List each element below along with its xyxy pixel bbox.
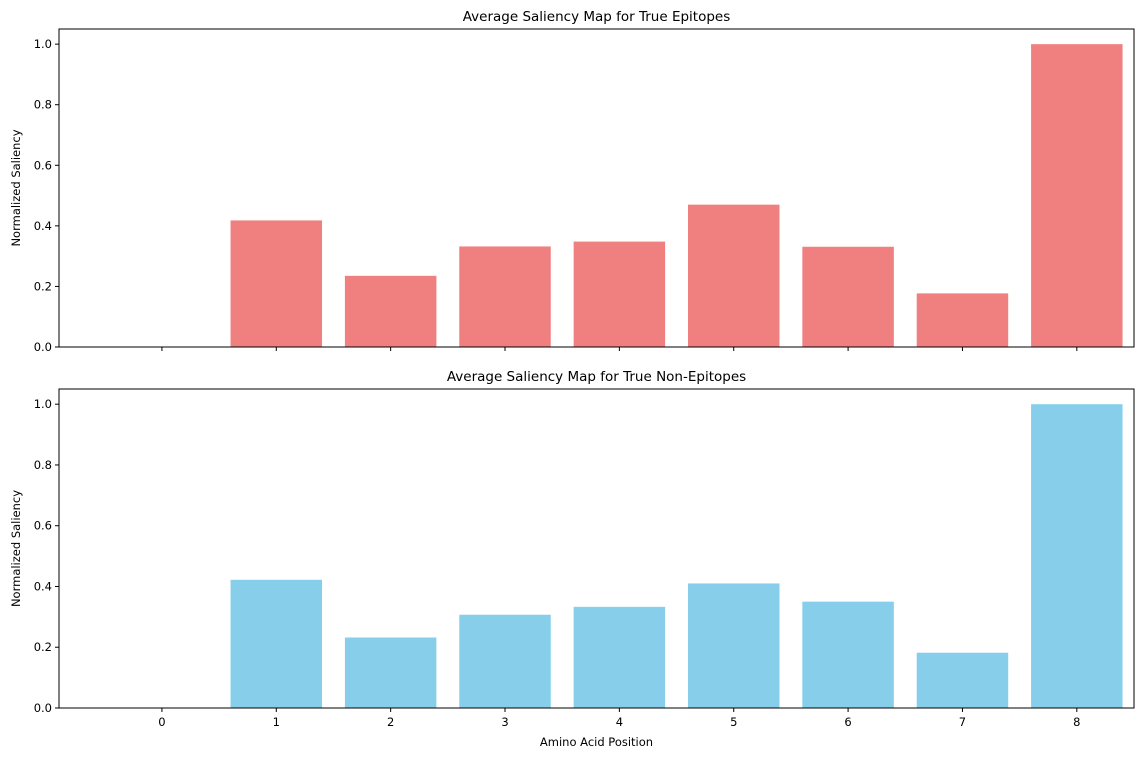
y-tick-label: 0.8 (34, 458, 52, 472)
x-tick-label: 7 (959, 715, 966, 729)
y-axis-label: Normalized Saliency (9, 490, 23, 607)
x-tick-label: 3 (501, 715, 508, 729)
bar-position-7 (916, 293, 1009, 347)
x-tick-label: 1 (273, 715, 280, 729)
chart-title: Average Saliency Map for True Epitopes (463, 9, 731, 25)
non-epitopes-panel: 0.0 0.2 0.4 0.6 0.8 1.0 0 1 2 3 4 5 6 7 8 Average Salie… (9, 369, 1135, 749)
y-tick-label: 0.0 (34, 340, 52, 354)
bar-position-8 (1031, 44, 1123, 348)
bar-position-1 (230, 220, 323, 347)
epitopes-panel: 0.0 0.2 0.4 0.6 0.8 1.0 Average Saliency Map f… (9, 9, 1135, 354)
x-tick-label: 0 (158, 715, 165, 729)
bar-position-4 (573, 241, 666, 347)
bar-position-6 (802, 601, 894, 708)
bar-position-5 (687, 204, 780, 347)
bar-position-1 (230, 579, 323, 708)
x-tick-label: 4 (616, 715, 623, 729)
bar-position-7 (916, 652, 1009, 708)
y-tick-label: 0.2 (34, 640, 52, 654)
bar-position-5 (687, 583, 780, 708)
bar-position-3 (459, 614, 551, 708)
x-tick-label: 5 (730, 715, 737, 729)
y-tick-label: 0.6 (34, 519, 52, 533)
y-tick-label: 0.4 (34, 219, 52, 233)
bar-position-8 (1031, 404, 1123, 708)
y-tick-label: 1.0 (34, 37, 52, 51)
x-tick-label: 6 (844, 715, 851, 729)
bar-position-4 (573, 606, 666, 708)
y-tick-label: 0.4 (34, 579, 52, 593)
y-tick-label: 0.2 (34, 279, 52, 293)
x-tick-label: 2 (387, 715, 394, 729)
plot-frame (58, 388, 1135, 709)
bar-position-3 (459, 246, 551, 347)
x-axis-label: Amino Acid Position (540, 735, 653, 749)
bar-position-6 (802, 246, 894, 347)
plot-frame (58, 28, 1135, 348)
x-tick-label: 8 (1073, 715, 1080, 729)
y-tick-label: 1.0 (34, 397, 52, 411)
bar-position-2 (344, 275, 437, 347)
y-axis-label: Normalized Saliency (9, 129, 23, 246)
y-tick-label: 0.0 (34, 701, 52, 715)
y-tick-label: 0.6 (34, 158, 52, 172)
bar-position-2 (344, 637, 437, 708)
chart-title: Average Saliency Map for True Non-Epitop… (447, 369, 746, 385)
y-tick-label: 0.8 (34, 98, 52, 112)
